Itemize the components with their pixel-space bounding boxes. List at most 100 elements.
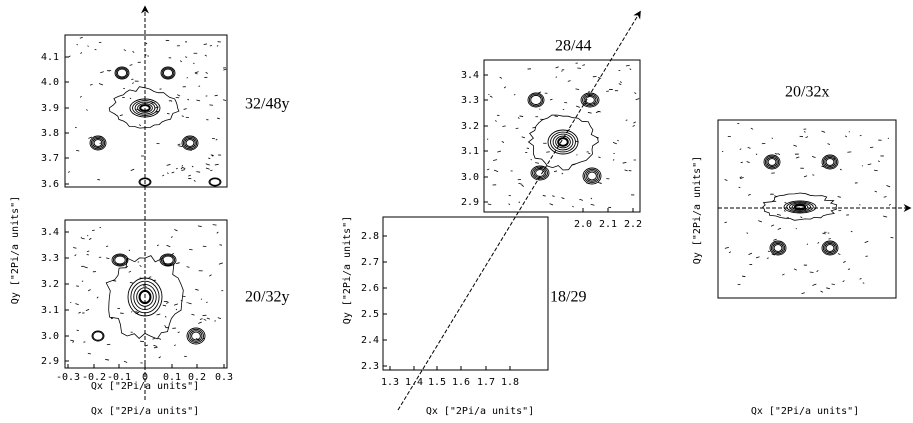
contour	[580, 92, 600, 108]
noise	[158, 356, 161, 359]
x-tick-label: -0.3	[56, 372, 80, 383]
noise	[776, 213, 781, 216]
x-axis-title: Qx ["2Pi/a units"]	[91, 406, 199, 417]
noise	[724, 247, 729, 249]
noise	[216, 117, 220, 120]
contour	[527, 92, 545, 108]
noise	[81, 237, 85, 240]
y-tick-label: 2.9	[41, 356, 59, 367]
contour	[90, 136, 106, 150]
noise	[187, 98, 190, 101]
contour	[763, 154, 781, 170]
noise	[129, 97, 132, 100]
contour	[114, 66, 130, 80]
contour	[89, 135, 107, 151]
noise	[801, 292, 805, 295]
noise	[582, 64, 586, 66]
noise	[739, 148, 742, 151]
noise	[72, 341, 74, 343]
noise	[549, 98, 553, 101]
noise	[204, 54, 208, 57]
x-tick-label: 2.2	[624, 219, 642, 230]
arrows	[141, 5, 912, 411]
panel-label: 28/44	[555, 38, 591, 55]
noise	[105, 359, 110, 361]
noise	[129, 281, 134, 284]
noise	[587, 152, 591, 155]
noise	[793, 268, 797, 271]
noise	[742, 275, 746, 278]
noise	[205, 71, 208, 74]
noise	[170, 236, 173, 238]
noise	[76, 149, 80, 152]
noise	[842, 280, 845, 283]
y-tick-label: 3.1	[461, 146, 479, 157]
contour	[92, 331, 104, 341]
contour	[552, 133, 574, 151]
noise	[555, 76, 558, 78]
noise	[75, 303, 79, 306]
y-tick-label: 3.0	[41, 331, 59, 342]
noise	[132, 51, 135, 53]
noise	[148, 276, 152, 278]
noise	[156, 244, 159, 247]
noise	[88, 136, 93, 139]
noise	[196, 99, 201, 102]
noise	[535, 162, 540, 164]
contour	[160, 254, 176, 266]
contour	[821, 240, 839, 256]
noise	[800, 216, 803, 219]
noise	[96, 296, 99, 299]
noise	[499, 76, 503, 79]
noise	[145, 42, 148, 45]
noise	[81, 280, 84, 282]
noise	[553, 170, 558, 173]
contour	[114, 255, 126, 265]
noise	[85, 308, 90, 311]
contour	[530, 165, 550, 181]
noise	[502, 125, 506, 127]
contour	[116, 68, 128, 78]
contour	[770, 241, 786, 255]
noise	[79, 37, 83, 39]
noise	[561, 197, 565, 200]
noise	[183, 108, 187, 110]
noise	[154, 106, 159, 109]
noise	[83, 266, 88, 269]
noise	[635, 98, 640, 101]
noise	[822, 232, 826, 235]
noise	[486, 168, 490, 171]
noise	[869, 146, 874, 149]
contour	[791, 203, 809, 211]
noise	[809, 271, 814, 273]
noise	[216, 231, 219, 234]
noise	[724, 221, 727, 224]
noise	[850, 230, 853, 233]
noise	[755, 153, 758, 155]
noise	[600, 182, 602, 184]
noise	[87, 45, 89, 47]
y-axis-title: Qy ["2Pi/a units"]	[692, 156, 703, 264]
noise	[493, 169, 499, 172]
noise	[135, 311, 140, 314]
contour	[769, 240, 787, 256]
noise	[203, 43, 208, 45]
y-tick-label: 2.3	[361, 361, 379, 372]
x-axis-title: Qx ["2Pi/a units"]	[751, 406, 859, 417]
noise	[622, 161, 627, 164]
noise	[205, 167, 210, 170]
contour	[767, 158, 777, 166]
contour	[584, 168, 600, 184]
labels: 32/48y 4.1 4.0 3.9 3.8 3.7 3.6 20/32y 3.4 3.3 3.2 3…	[10, 38, 859, 417]
noise	[196, 171, 201, 173]
noise	[782, 273, 785, 276]
noise	[859, 134, 862, 137]
panel-frame	[483, 59, 641, 213]
noise	[497, 150, 502, 153]
contour	[184, 137, 196, 149]
contour	[824, 242, 836, 254]
noise	[193, 179, 196, 182]
y-tick-label: 3.3	[41, 253, 59, 264]
noise	[625, 64, 630, 67]
x-tick-label: 1.3	[381, 377, 399, 388]
